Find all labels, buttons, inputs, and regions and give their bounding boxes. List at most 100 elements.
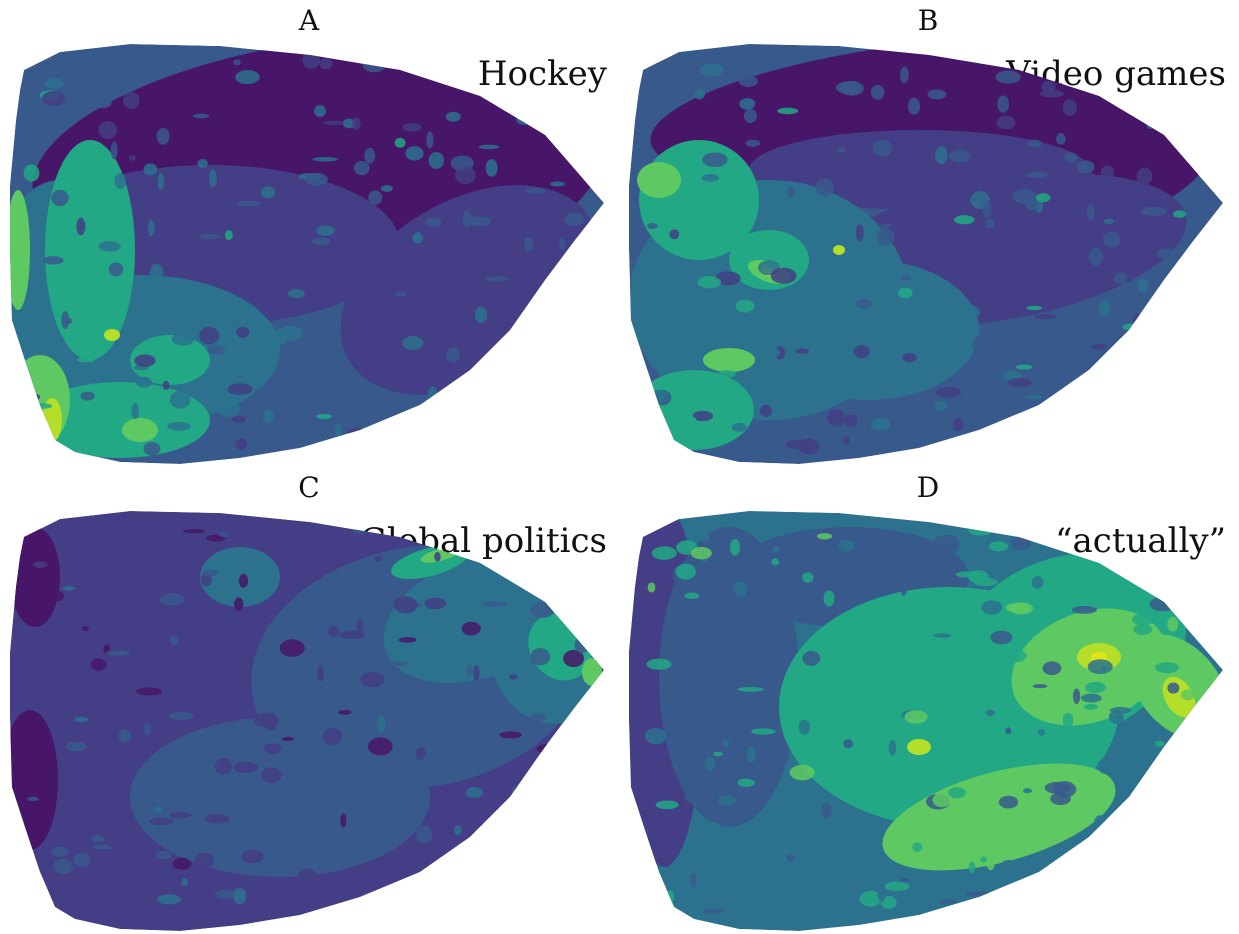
heatmap-contour-speck (1100, 165, 1115, 180)
heatmap-contour-speck (297, 868, 317, 885)
heatmap-contour-speck (1087, 659, 1113, 675)
heatmap-contour-speck (449, 536, 464, 552)
heatmap-contour-speck (275, 862, 296, 875)
heatmap-contour-speck (717, 795, 736, 806)
heatmap-contour-speck (955, 571, 980, 578)
heatmap-contour-speck (133, 791, 155, 809)
heatmap-contour-speck (1154, 248, 1179, 259)
heatmap-contour-speck (786, 854, 795, 862)
heatmap-contour-speck (746, 746, 756, 763)
heatmap-contour-speck (686, 681, 704, 693)
heatmap-contour-speck (200, 572, 213, 587)
heatmap-contour-speck (833, 372, 844, 380)
heatmap-contour-speck (1120, 327, 1139, 344)
heatmap-contour-speck (899, 877, 910, 883)
heatmap-contour-speck (131, 402, 139, 420)
heatmap-contour-speck (1035, 193, 1051, 203)
heatmap-contour-speck (1146, 118, 1155, 130)
heatmap-contour-speck (907, 97, 921, 115)
heatmap-contour-speck (205, 813, 230, 824)
heatmap-contour-speck (984, 219, 996, 229)
heatmap-contour-speck (900, 66, 909, 84)
panel-topic-label: “actually” (1055, 521, 1226, 561)
heatmap-contour-speck (1165, 122, 1181, 128)
heatmap-contour-speck (900, 274, 912, 281)
heatmap-contour-speck (485, 159, 498, 177)
heatmap-contour-speck (842, 436, 850, 444)
heatmap-contour-speck (1026, 305, 1043, 311)
heatmap-field (10, 44, 604, 464)
heatmap-contour-speck (181, 878, 188, 887)
heatmap-contour-speck (1002, 235, 1028, 250)
heatmap-contour-speck (884, 881, 910, 892)
heatmap-contour-speck (149, 263, 164, 282)
heatmap-contour-speck (219, 532, 228, 538)
heatmap-contour-speck (1042, 661, 1062, 676)
heatmap-contour-speck (317, 664, 324, 682)
heatmap-contour-speck (939, 899, 957, 905)
heatmap-contour-speck (718, 369, 736, 378)
heatmap-contour-speck (236, 200, 262, 207)
heatmap-contour-speck (312, 157, 338, 162)
heatmap-contour-speck (114, 172, 126, 190)
heatmap-contour-speck (474, 727, 489, 733)
heatmap-contour-speck (27, 796, 39, 802)
heatmap-level-region (833, 245, 845, 255)
heatmap-level-region (10, 710, 58, 850)
heatmap-contour-speck (515, 874, 523, 884)
heatmap-level-region (130, 335, 210, 385)
heatmap-field (629, 511, 1223, 931)
heatmap-contour-speck (462, 210, 472, 228)
heatmap-contour-speck (692, 410, 714, 422)
heatmap-contour-speck (90, 835, 105, 843)
heatmap-contour-speck (751, 733, 760, 752)
heatmap-contour-speck (1010, 536, 1031, 551)
heatmap-contour-speck (318, 370, 327, 378)
heatmap-contour-speck (143, 722, 152, 736)
heatmap-contour-speck (36, 70, 51, 82)
heatmap-contour-speck (876, 228, 895, 246)
heatmap-contour-speck (1124, 66, 1138, 72)
heatmap-contour-speck (377, 714, 386, 733)
heatmap-contour-speck (1155, 347, 1176, 356)
heatmap-contour-speck (983, 329, 1009, 342)
heatmap-contour-speck (516, 114, 531, 125)
heatmap-contour-speck (199, 326, 220, 345)
heatmap-contour-speck (484, 870, 502, 880)
heatmap-contour-speck (164, 301, 183, 312)
heatmap-contour-speck (697, 276, 721, 289)
heatmap-contour-speck (342, 118, 356, 129)
heatmap-contour-speck (1167, 616, 1179, 632)
heatmap-contour-speck (655, 800, 679, 810)
heatmap-contour-speck (197, 159, 208, 168)
heatmap-contour-speck (149, 817, 174, 826)
heatmap-contour-speck (1181, 109, 1195, 124)
heatmap-contour-speck (859, 890, 882, 907)
heatmap-contour-speck (65, 741, 87, 752)
heatmap-contour-speck (954, 304, 980, 320)
heatmap-contour-speck (231, 686, 245, 702)
heatmap-contour-speck (844, 414, 858, 427)
heatmap-contour-speck (564, 315, 575, 333)
heatmap-contour-speck (372, 755, 395, 762)
heatmap-contour-speck (206, 344, 226, 355)
heatmap-contour-speck (219, 846, 234, 862)
heatmap-contour-speck (558, 237, 566, 250)
heatmap-contour-speck (91, 98, 112, 109)
heatmap-contour-speck (487, 222, 513, 237)
heatmap-level-region (907, 739, 931, 755)
heatmap-contour-speck (835, 81, 861, 94)
heatmap-contour-speck (134, 275, 149, 284)
heatmap-contour-speck (51, 846, 69, 857)
heatmap-contour-speck (855, 224, 864, 242)
heatmap-contour-speck (743, 109, 757, 124)
heatmap-level-region (10, 190, 30, 310)
heatmap-contour-speck (1004, 649, 1027, 663)
heatmap-contour-speck (94, 555, 120, 566)
heatmap-contour-speck (134, 354, 156, 367)
heatmap-contour-speck (224, 230, 233, 241)
heatmap-contour-speck (941, 186, 967, 201)
heatmap-contour-speck (571, 279, 579, 295)
heatmap-contour-speck (968, 861, 976, 874)
heatmap-contour-speck (1115, 540, 1134, 553)
